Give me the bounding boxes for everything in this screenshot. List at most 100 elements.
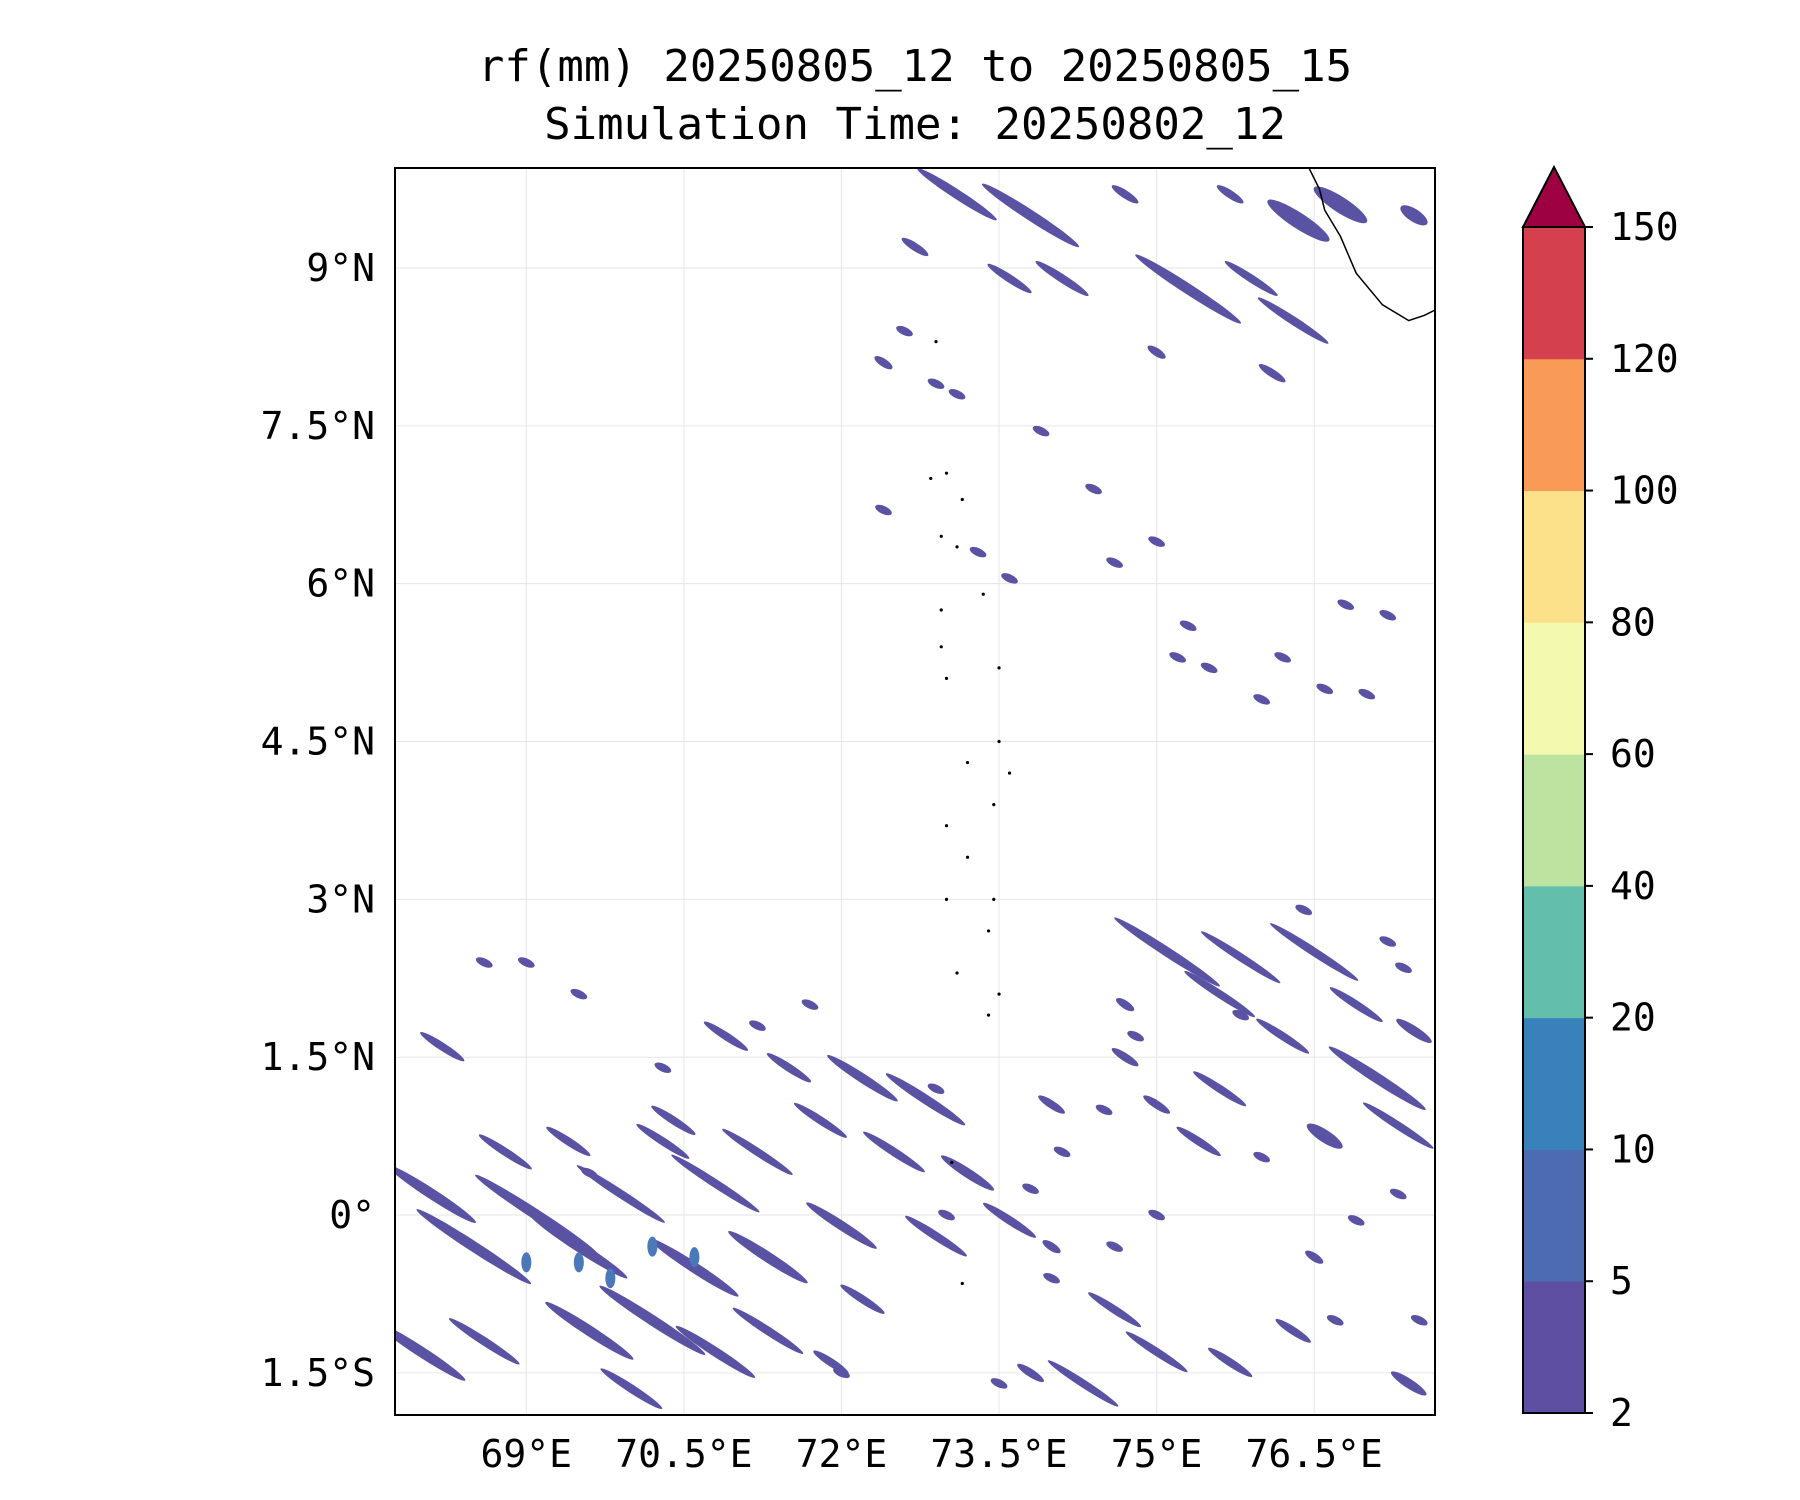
- rain-speck: [927, 1083, 945, 1095]
- colorbar-label: 2: [1610, 1391, 1633, 1435]
- island-dot: [981, 592, 985, 596]
- rain-band: [448, 1318, 520, 1365]
- colorbar-label: 40: [1610, 864, 1656, 908]
- island-dot: [944, 824, 949, 828]
- rain-band: [1329, 987, 1383, 1023]
- colorbar-label: 80: [1610, 600, 1656, 644]
- rain-band: [983, 1202, 1037, 1238]
- rain-speck: [1253, 694, 1270, 705]
- rain-speck: [1001, 573, 1018, 584]
- x-tick-label: 72°E: [796, 1432, 888, 1476]
- rain-band: [1305, 1250, 1324, 1264]
- island-dot: [965, 760, 970, 765]
- rain-speck: [1337, 599, 1355, 610]
- colorbar-label: 100: [1610, 469, 1679, 513]
- rain-speck: [1127, 1030, 1144, 1042]
- rain-band: [1147, 345, 1166, 359]
- rain-speck: [1095, 1104, 1113, 1116]
- rain-band: [905, 1215, 967, 1257]
- island-dot: [997, 992, 1001, 996]
- rain-band: [416, 1209, 532, 1285]
- rain-band: [1257, 297, 1329, 344]
- colorbar-label: 60: [1610, 732, 1656, 776]
- island-dot: [939, 608, 943, 612]
- x-tick-label: 69°E: [481, 1432, 573, 1476]
- rain-band: [650, 1238, 739, 1297]
- island-dot: [1007, 771, 1012, 775]
- colorbar-frame: [1522, 226, 1586, 1414]
- y-tick-label: 9°N: [306, 246, 375, 290]
- rain-band: [1135, 254, 1242, 324]
- rain-band: [1267, 199, 1330, 242]
- rain-speck: [1148, 536, 1165, 547]
- rain-band: [1390, 1371, 1427, 1396]
- island-dot: [986, 1013, 991, 1017]
- rain-band: [651, 1105, 696, 1136]
- island-dot: [992, 803, 996, 807]
- rain-speck: [1410, 1315, 1428, 1326]
- rain-speck: [1253, 1151, 1270, 1163]
- rain-band: [732, 1307, 804, 1354]
- colorbar-extend-triangle: [1521, 164, 1587, 228]
- rain-speck: [1106, 557, 1123, 568]
- rain-speck: [1179, 620, 1197, 632]
- rain-speck: [749, 1020, 766, 1031]
- rain-speck: [1326, 1315, 1344, 1326]
- rain-band: [901, 237, 929, 257]
- colorbar-segment: [1523, 227, 1585, 360]
- rain-band: [728, 1231, 808, 1284]
- rain-speck: [990, 1378, 1008, 1389]
- rain-band: [1256, 1018, 1310, 1054]
- colorbar-segment: [1523, 490, 1585, 623]
- plot-frame: [394, 167, 1436, 1416]
- rain-band: [1088, 1292, 1142, 1328]
- chart-title-line2: Simulation Time: 20250802_12: [544, 99, 1286, 150]
- colorbar-segment: [1523, 885, 1585, 1019]
- rain-band: [1017, 1363, 1044, 1383]
- x-tick-label: 76.5°E: [1246, 1432, 1383, 1476]
- rain-speck: [1379, 936, 1397, 947]
- island-dot: [939, 534, 943, 538]
- gridlines: [395, 168, 1435, 1415]
- rain-speck: [570, 988, 588, 1000]
- colorbar-segment: [1523, 622, 1585, 755]
- rain-speck: [1169, 652, 1186, 663]
- rain-speck: [948, 388, 966, 400]
- rain-speck: [938, 1209, 955, 1221]
- rain-band: [722, 1128, 793, 1176]
- plot-background: [395, 168, 1435, 1415]
- colorbar-label: 10: [1610, 1127, 1656, 1171]
- rain-band: [917, 168, 997, 221]
- island-dot: [960, 1281, 964, 1286]
- rain-band: [987, 263, 1032, 294]
- rain-band: [766, 1053, 812, 1083]
- colorbar-segment: [1523, 358, 1585, 492]
- x-tick-label: 70.5°E: [615, 1432, 752, 1476]
- rain-band: [1111, 1047, 1139, 1067]
- rain-band: [1143, 1095, 1171, 1114]
- rain-band: [940, 1155, 995, 1191]
- rain-speck: [1316, 683, 1334, 695]
- rain-band: [1328, 1046, 1426, 1111]
- rain-band: [636, 1123, 690, 1159]
- rain-band: [1125, 1331, 1188, 1373]
- rain-speck: [581, 1167, 598, 1179]
- rain-speck: [1347, 1215, 1365, 1226]
- rain-band: [1224, 261, 1278, 296]
- rain-band: [840, 1284, 885, 1314]
- y-tick-label: 1.5°S: [261, 1351, 375, 1395]
- colorbar-label: 150: [1610, 205, 1679, 249]
- rain-band: [1114, 917, 1221, 987]
- rain-band: [1047, 1360, 1119, 1407]
- rain-speck: [833, 1367, 850, 1379]
- rain-core: [689, 1247, 700, 1268]
- y-tick-label: 1.5°N: [261, 1035, 375, 1079]
- rain-band: [1270, 923, 1359, 981]
- rain-band: [545, 1301, 634, 1360]
- rain-band: [1176, 1126, 1221, 1157]
- rain-band: [1184, 970, 1255, 1018]
- rain-speck: [1043, 1272, 1060, 1284]
- rain-band: [675, 1325, 756, 1378]
- rain-speck: [1200, 662, 1218, 674]
- rain-band: [599, 1285, 706, 1355]
